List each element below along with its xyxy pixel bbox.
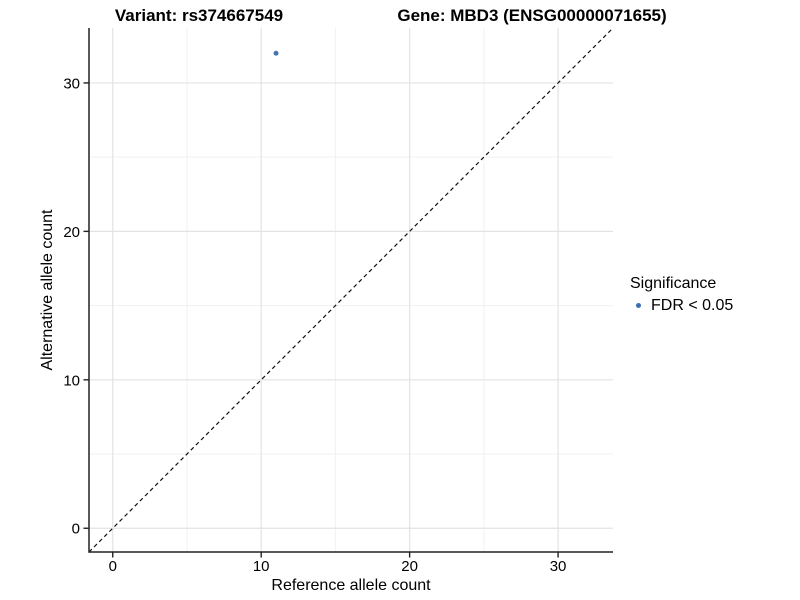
plot-title-variant: Variant: rs374667549 (115, 6, 283, 25)
legend-entry: FDR < 0.05 (630, 296, 733, 315)
y-tick-label: 20 (63, 224, 80, 241)
identity-dashed-line (88, 27, 614, 553)
y-tick-label: 10 (63, 372, 80, 389)
y-tick-label: 30 (63, 75, 80, 92)
legend-title: Significance (630, 275, 717, 292)
legend-point-icon (636, 303, 641, 308)
x-tick-label: 0 (109, 558, 117, 575)
data-point (273, 50, 279, 56)
x-axis-title: Reference allele count (271, 577, 431, 594)
plot-area: 0 10 20 30 0 10 20 30 (63, 27, 614, 575)
y-axis-title: Alternative allele count (39, 209, 56, 371)
y-tick-label: 0 (72, 521, 80, 538)
legend-entry-label: FDR < 0.05 (651, 297, 734, 314)
legend: Significance FDR < 0.05 (630, 274, 733, 315)
x-tick-label: 10 (253, 558, 270, 575)
plot-title-gene: Gene: MBD3 (ENSG00000071655) (397, 6, 666, 25)
x-tick-label: 30 (550, 558, 567, 575)
x-tick-label: 20 (401, 558, 418, 575)
